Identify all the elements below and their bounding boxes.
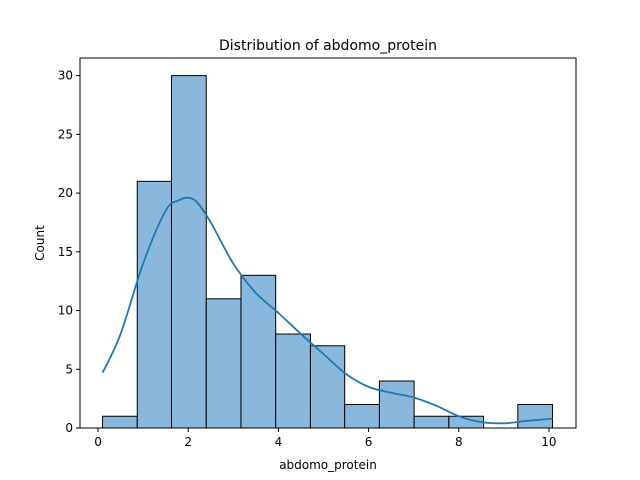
x-axis: 0 2 4 6 8 10	[94, 428, 557, 449]
histogram-bar	[102, 415, 138, 429]
y-tick-label: 30	[58, 69, 73, 83]
bars-group	[102, 75, 554, 429]
y-tick-label: 5	[65, 362, 73, 376]
histogram-bar	[517, 404, 554, 429]
y-axis-label: Count	[33, 225, 47, 261]
histogram-bar	[344, 404, 380, 429]
y-axis: 0 5 10 15 20 25 30	[58, 69, 80, 435]
histogram-bar	[171, 75, 207, 429]
x-tick-label: 10	[541, 435, 556, 449]
histogram-bar	[275, 333, 311, 429]
kde-curve	[101, 196, 553, 425]
x-tick-label: 2	[184, 435, 192, 449]
y-tick-label: 10	[58, 304, 73, 318]
x-tick-label: 8	[455, 435, 463, 449]
x-tick-label: 4	[275, 435, 283, 449]
x-axis-label: abdomo_protein	[279, 458, 377, 472]
y-tick-label: 0	[65, 421, 73, 435]
x-tick-label: 6	[365, 435, 373, 449]
x-tick-label: 0	[94, 435, 102, 449]
histogram-bar	[413, 415, 450, 429]
histogram-bar	[136, 180, 173, 429]
histogram-bar	[240, 274, 277, 429]
y-tick-label: 20	[58, 186, 73, 200]
y-tick-label: 15	[58, 245, 73, 259]
histogram-bar	[378, 380, 415, 429]
histogram-bar	[205, 298, 242, 429]
chart-title: Distribution of abdomo_protein	[219, 38, 437, 54]
y-tick-label: 25	[58, 127, 73, 141]
plot-frame	[79, 57, 577, 429]
